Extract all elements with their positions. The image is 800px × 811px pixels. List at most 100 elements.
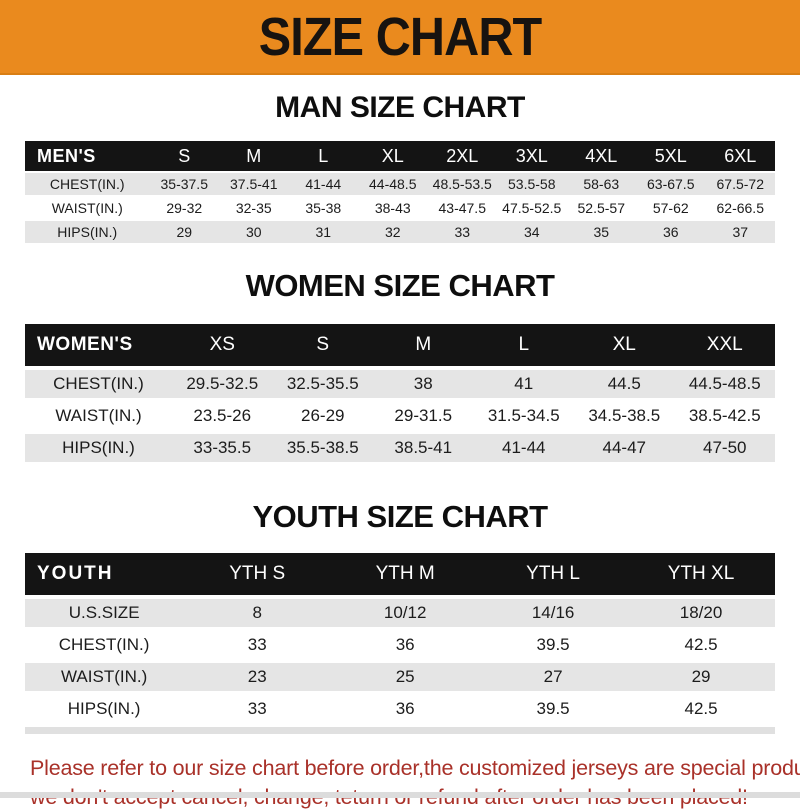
size-cell: 27 — [479, 663, 628, 691]
table-group-label: WOMEN'S — [25, 324, 172, 366]
bottom-divider — [0, 792, 800, 798]
size-column-header: XS — [172, 324, 273, 366]
size-cell: 25 — [331, 663, 480, 691]
size-column-header: S — [149, 141, 219, 171]
size-cell: 29-31.5 — [373, 402, 474, 430]
table-row: HIPS(IN.) 33 36 39.5 42.5 — [25, 695, 775, 723]
table-body: CHEST(IN.) 29.5-32.5 32.5-35.5 38 41 44.5 44.5… — [25, 370, 775, 462]
size-cell: 36 — [331, 631, 480, 659]
size-cell: 18/20 — [627, 599, 775, 627]
size-cell: 47.5-52.5 — [497, 197, 567, 219]
size-cell: 29 — [149, 221, 219, 243]
row-label: U.S.SIZE — [25, 599, 184, 627]
table-row: WAIST(IN.) 23 25 27 29 — [25, 663, 775, 691]
table-body: U.S.SIZE 8 10/12 14/16 18/20 CHEST(IN.) 33 36 39… — [25, 599, 775, 723]
size-cell: 33 — [427, 221, 497, 243]
size-column-header: M — [219, 141, 289, 171]
size-column-header: M — [373, 324, 474, 366]
size-cell: 44-47 — [574, 434, 675, 462]
size-cell: 29-32 — [149, 197, 219, 219]
row-label: HIPS(IN.) — [25, 695, 184, 723]
size-cell: 44.5-48.5 — [674, 370, 775, 398]
size-cell: 53.5-58 — [497, 173, 567, 195]
size-column-header: XL — [358, 141, 428, 171]
size-cell: 37 — [705, 221, 775, 243]
row-label: HIPS(IN.) — [25, 221, 150, 243]
table-row: WAIST(IN.) 29-32 32-35 35-38 38-43 43-47.5 47.… — [25, 197, 775, 219]
size-column-header: YTH XL — [627, 553, 775, 595]
size-cell: 44-48.5 — [358, 173, 428, 195]
size-cell: 41-44 — [473, 434, 574, 462]
size-cell: 29 — [627, 663, 775, 691]
table-head: YOUTH YTH S YTH M YTH L YTH XL — [25, 553, 775, 595]
size-cell: 38.5-41 — [373, 434, 474, 462]
table-body: CHEST(IN.) 35-37.5 37.5-41 41-44 44-48.5 48.5… — [25, 173, 775, 243]
size-cell: 23.5-26 — [172, 402, 273, 430]
size-cell: 35-37.5 — [149, 173, 219, 195]
section-women-size-chart: WOMEN SIZE CHART WOMEN'S XS S M L XL XXL CHEST(I… — [0, 245, 800, 466]
size-cell: 33-35.5 — [172, 434, 273, 462]
section-youth-size-chart: YOUTH SIZE CHART YOUTH YTH S YTH M YTH L YTH … — [0, 466, 800, 734]
table-head: MEN'S S M L XL 2XL 3XL 4XL 5XL 6XL — [25, 141, 775, 171]
table-row: CHEST(IN.) 35-37.5 37.5-41 41-44 44-48.5 48.5… — [25, 173, 775, 195]
table-row: HIPS(IN.) 29 30 31 32 33 34 35 36 37 — [25, 221, 775, 243]
size-cell: 29.5-32.5 — [172, 370, 273, 398]
size-column-header: L — [288, 141, 358, 171]
size-cell: 42.5 — [627, 631, 775, 659]
table-group-label: MEN'S — [25, 141, 150, 171]
size-column-header: XXL — [674, 324, 775, 366]
size-cell: 10/12 — [331, 599, 480, 627]
size-cell: 36 — [636, 221, 706, 243]
size-cell: 58-63 — [566, 173, 636, 195]
size-column-header: YTH M — [331, 553, 480, 595]
table-row: CHEST(IN.) 29.5-32.5 32.5-35.5 38 41 44.5 44.5… — [25, 370, 775, 398]
size-cell: 37.5-41 — [219, 173, 289, 195]
size-cell: 41-44 — [288, 173, 358, 195]
size-cell: 33 — [183, 631, 332, 659]
size-cell: 52.5-57 — [566, 197, 636, 219]
table-row: WAIST(IN.) 23.5-26 26-29 29-31.5 31.5-34.5 34… — [25, 402, 775, 430]
header-row: YOUTH YTH S YTH M YTH L YTH XL — [25, 553, 775, 595]
size-cell: 35 — [566, 221, 636, 243]
table-group-label: YOUTH — [25, 553, 184, 595]
size-chart-banner: SIZE CHART — [0, 0, 800, 75]
page-title: SIZE CHART — [258, 6, 543, 67]
size-cell: 32.5-35.5 — [272, 370, 373, 398]
row-label: WAIST(IN.) — [25, 402, 172, 430]
size-cell: 14/16 — [479, 599, 628, 627]
size-cell: 42.5 — [627, 695, 775, 723]
size-cell: 43-47.5 — [427, 197, 497, 219]
section-title: WOMEN SIZE CHART — [245, 268, 555, 303]
size-cell: 67.5-72 — [705, 173, 775, 195]
size-cell: 39.5 — [479, 695, 628, 723]
size-chart-sections: MAN SIZE CHART MEN'S S M L XL 2XL 3XL 4XL 5XL 6XL C… — [0, 75, 800, 734]
size-cell: 32-35 — [219, 197, 289, 219]
size-cell: 8 — [183, 599, 332, 627]
section-title: MAN SIZE CHART — [275, 91, 525, 124]
size-cell: 63-67.5 — [636, 173, 706, 195]
size-column-header: 5XL — [636, 141, 706, 171]
size-cell: 35.5-38.5 — [272, 434, 373, 462]
size-cell: 62-66.5 — [705, 197, 775, 219]
size-cell: 38.5-42.5 — [674, 402, 775, 430]
row-label: WAIST(IN.) — [25, 663, 184, 691]
size-cell: 47-50 — [674, 434, 775, 462]
table-row: CHEST(IN.) 33 36 39.5 42.5 — [25, 631, 775, 659]
size-column-header: YTH S — [183, 553, 332, 595]
size-cell: 31 — [288, 221, 358, 243]
header-row: WOMEN'S XS S M L XL XXL — [25, 324, 775, 366]
size-cell: 39.5 — [479, 631, 628, 659]
size-column-header: YTH L — [479, 553, 628, 595]
size-table: WOMEN'S XS S M L XL XXL CHEST(IN.) 29.5-32.5 32.5… — [25, 320, 775, 466]
size-cell: 23 — [183, 663, 332, 691]
size-column-header: XL — [574, 324, 675, 366]
size-cell: 38-43 — [358, 197, 428, 219]
size-column-header: 3XL — [497, 141, 567, 171]
row-label: CHEST(IN.) — [25, 631, 184, 659]
row-label: HIPS(IN.) — [25, 434, 172, 462]
size-cell: 48.5-53.5 — [427, 173, 497, 195]
table-head: WOMEN'S XS S M L XL XXL — [25, 324, 775, 366]
size-column-header: S — [272, 324, 373, 366]
size-cell: 31.5-34.5 — [473, 402, 574, 430]
